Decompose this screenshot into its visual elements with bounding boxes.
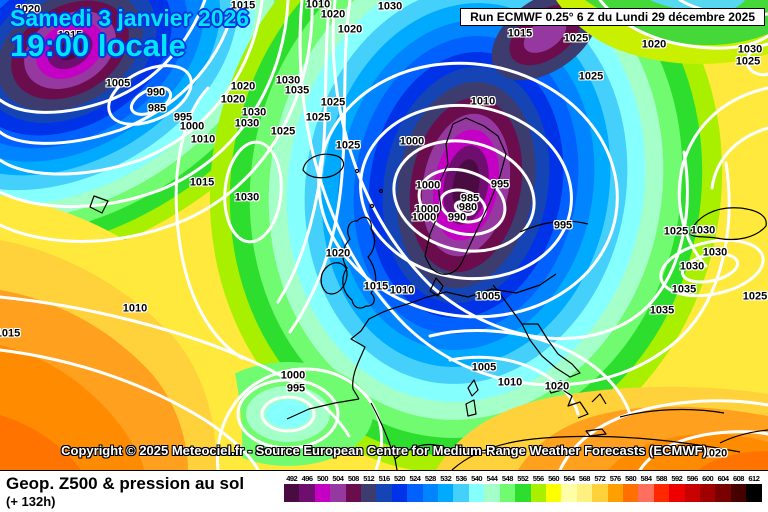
legend-value: 496: [301, 474, 314, 483]
legend-value: 516: [378, 474, 391, 483]
legend-value: 512: [363, 474, 375, 483]
legend-color-cell: [730, 484, 747, 502]
legend-value: 548: [501, 474, 514, 483]
legend-value: 544: [486, 474, 498, 483]
legend-color-cell: [499, 484, 516, 502]
legend-value: 596: [686, 474, 699, 483]
legend-color-cell: [746, 484, 762, 502]
legend-color-cell: [622, 484, 639, 502]
legend-value: 588: [655, 474, 668, 483]
geopotential-field: [0, 0, 723, 470]
forecast-offset: (+ 132h): [6, 494, 56, 509]
legend-color-cell: [607, 484, 623, 502]
legend-value: 520: [394, 474, 406, 483]
legend-value: 528: [424, 474, 437, 483]
legend-value: 592: [671, 474, 683, 483]
legend-color-cell: [299, 484, 315, 502]
legend-value: 568: [578, 474, 591, 483]
footer-bar: Geop. Z500 & pression au sol (+ 132h) 49…: [0, 470, 768, 512]
legend-value: 504: [332, 474, 344, 483]
legend-value: 580: [625, 474, 637, 483]
legend-value: 540: [471, 474, 483, 483]
legend-value: 584: [640, 474, 653, 483]
legend-value: 608: [732, 474, 745, 483]
legend-value: 532: [440, 474, 452, 483]
legend-color-cell: [438, 484, 454, 502]
legend-color-cell: [561, 484, 577, 502]
legend-color-cell: [669, 484, 685, 502]
map-canvas: [0, 0, 768, 470]
legend-color-cell: [715, 484, 731, 502]
legend-color-cell: [376, 484, 392, 502]
color-scale-legend: 492 496 500 504 508 512 516 520 524 528 532 536 540 5…: [284, 474, 762, 502]
valid-date: Samedi 3 janvier 2026: [10, 5, 250, 31]
legend-value: 500: [317, 474, 329, 483]
legend-color-cell: [422, 484, 439, 502]
legend-color-cell: [592, 484, 608, 502]
legend-color-cell: [530, 484, 546, 502]
legend-color-cell: [515, 484, 531, 502]
legend-color-cell: [314, 484, 331, 502]
legend-swatches: [284, 484, 762, 502]
legend-color-cell: [407, 484, 423, 502]
legend-color-cell: [545, 484, 562, 502]
legend-values: 492 496 500 504 508 512 516 520 524 528 532 536 540 5…: [284, 474, 762, 483]
legend-value: 536: [455, 474, 468, 483]
copyright-notice: Copyright © 2025 Meteociel.fr - Source E…: [61, 443, 707, 458]
legend-value: 564: [563, 474, 576, 483]
legend-value: 600: [702, 474, 714, 483]
map-title: Geop. Z500 & pression au sol: [6, 474, 245, 493]
legend-value: 524: [409, 474, 421, 483]
model-run-info: Run ECMWF 0.25° 6 Z du Lundi 29 décembre…: [460, 8, 765, 26]
legend-color-cell: [284, 484, 300, 502]
valid-time: 19:00 locale: [10, 28, 186, 63]
legend-color-cell: [653, 484, 670, 502]
legend-color-cell: [638, 484, 654, 502]
legend-value: 556: [532, 474, 545, 483]
legend-color-cell: [468, 484, 485, 502]
legend-color-cell: [699, 484, 716, 502]
legend-value: 552: [517, 474, 529, 483]
legend-value: 612: [748, 474, 760, 483]
legend-value: 560: [548, 474, 560, 483]
legend-color-cell: [361, 484, 377, 502]
legend-color-cell: [684, 484, 700, 502]
isobar-contours: [0, 0, 768, 470]
legend-color-cell: [330, 484, 346, 502]
legend-value: 604: [717, 474, 730, 483]
coastlines: [89, 117, 768, 470]
valid-datetime: Samedi 3 janvier 2026 19:00 locale: [10, 6, 249, 62]
legend-value: 492: [286, 474, 298, 483]
legend-value: 572: [594, 474, 606, 483]
legend-value: 508: [347, 474, 360, 483]
legend-value: 576: [609, 474, 622, 483]
legend-color-cell: [484, 484, 500, 502]
forecast-map: 1020 1015 1015 1010 1020 1020 1030 1015 1025 1020…: [0, 0, 768, 470]
legend-color-cell: [453, 484, 469, 502]
legend-color-cell: [391, 484, 408, 502]
legend-color-cell: [576, 484, 593, 502]
legend-color-cell: [345, 484, 362, 502]
